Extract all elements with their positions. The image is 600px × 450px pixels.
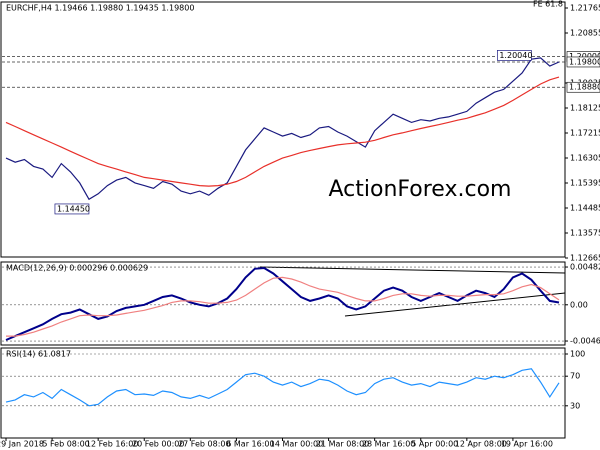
x-tick-label: 12 Apr 08:00 [455,440,507,449]
level-label: 1.19800 [569,57,600,66]
panel-title: RSI(14) 61.0817 [6,350,71,359]
y-tick-label: 1.21765 [570,3,600,12]
y-tick-label: 1.17215 [570,128,600,137]
y-tick-label: 1.20855 [570,28,600,37]
x-tick-label: 5 Apr 00:00 [411,440,458,449]
y-tick-label: 1.13575 [570,228,600,237]
x-tick-label: 19 Apr 16:00 [501,440,553,449]
watermark: ActionForex.com [329,177,512,202]
panel-title: EURCHF,H4 1.19466 1.19880 1.19435 1.1980… [6,4,194,13]
y-tick-label: -0.004632 [570,337,600,346]
y-tick-label: 1.14485 [570,203,600,212]
x-tick-label: 29 Jan 2018 [0,440,44,449]
level-label: 1.18880 [569,83,600,92]
x-tick-label: 12 Feb 16:00 [86,440,138,449]
annotation-box [54,203,90,215]
y-tick-label: 30 [570,401,580,410]
panel-frame [0,1,566,258]
x-tick-label: 6 Mar 16:00 [226,440,274,449]
x-tick-label: 14 Mar 00:00 [270,440,323,449]
y-tick-label: 100 [570,349,585,358]
y-tick-label: 0.00 [570,300,588,309]
y-tick-label: 1.12665 [570,253,600,262]
y-tick-label: 0.004827 [570,263,600,272]
x-tick-label: 20 Feb 00:00 [132,440,184,449]
panel-frame [0,261,566,346]
series-line [5,76,560,187]
level-label: 1.20000 [569,52,600,61]
level-box [566,56,600,68]
y-tick-label: 1.16305 [570,153,600,162]
panel-title: MACD(12,26,9) 0.000296 0.000629 [6,264,148,273]
corner-label: FE 61.8 [533,0,563,9]
series-line [6,276,560,337]
y-tick-label: 1.15395 [570,178,600,187]
series-line [5,57,560,201]
x-tick-label: 21 Mar 08:00 [316,440,369,449]
x-tick-label: 27 Feb 08:00 [178,440,230,449]
x-tick-label: 28 Mar 16:00 [362,440,415,449]
annotation-label: 1.14450 [57,204,90,213]
trend-line [259,266,566,274]
y-tick-label: 70 [570,372,580,381]
level-box [566,81,600,93]
series-line [5,368,560,407]
y-tick-label: 1.18125 [570,103,600,112]
series-line [5,266,560,341]
annotation-box [497,50,532,61]
annotation-label: 1.20040 [499,51,532,60]
x-tick-label: 5 Feb 08:00 [42,440,89,449]
